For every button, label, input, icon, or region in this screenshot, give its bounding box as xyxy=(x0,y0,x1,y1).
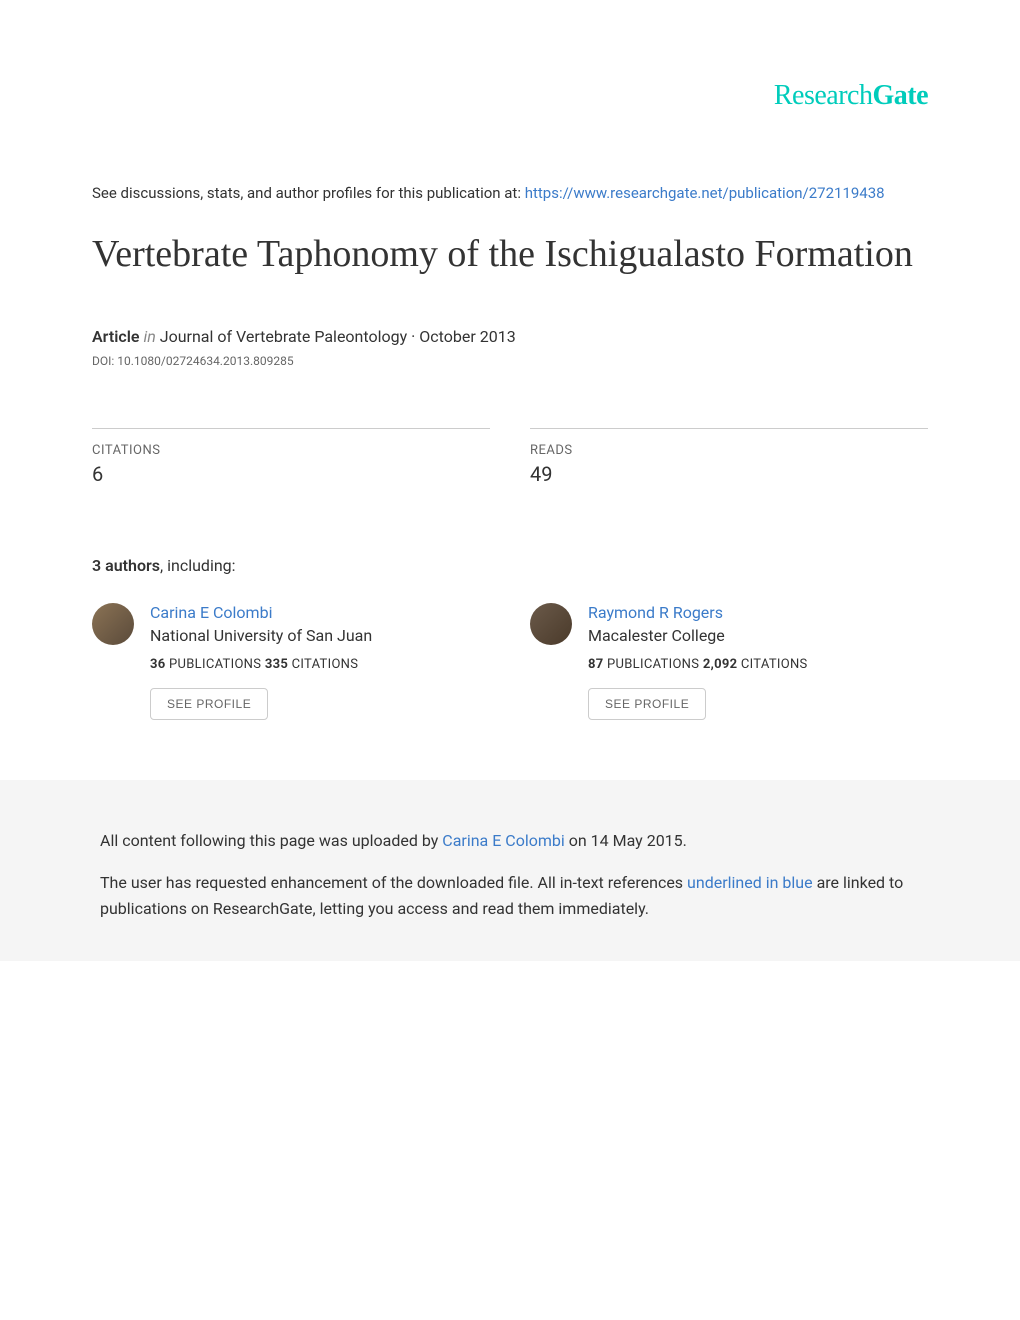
stats-container: CITATIONS 6 READS 49 xyxy=(92,428,928,486)
authors-suffix: , including: xyxy=(160,556,236,575)
author-card: Carina E Colombi National University of … xyxy=(92,603,490,720)
doi-line: DOI: 10.1080/02724634.2013.809285 xyxy=(92,354,928,368)
author-info: Carina E Colombi National University of … xyxy=(150,603,490,720)
author-affiliation: National University of San Juan xyxy=(150,626,490,645)
author-stats: 87 PUBLICATIONS 2,092 CITATIONS xyxy=(588,657,928,672)
publication-meta: Article in Journal of Vertebrate Paleont… xyxy=(92,327,928,346)
citations-label: CITATIONS xyxy=(288,657,358,672)
authors-row: Carina E Colombi National University of … xyxy=(92,603,928,720)
avatar[interactable] xyxy=(92,603,134,645)
see-profile-button[interactable]: SEE PROFILE xyxy=(588,688,706,720)
footer: All content following this page was uplo… xyxy=(0,780,1020,961)
publications-label: PUBLICATIONS xyxy=(604,657,703,672)
publications-count: 87 xyxy=(588,657,604,672)
citations-block: CITATIONS 6 xyxy=(92,428,490,486)
footer-prefix: All content following this page was uplo… xyxy=(100,831,442,850)
publication-in: in xyxy=(143,327,155,346)
logo-part1: Research xyxy=(774,80,873,111)
footer-author-link[interactable]: Carina E Colombi xyxy=(442,831,564,850)
see-profile-button[interactable]: SEE PROFILE xyxy=(150,688,268,720)
citations-label: CITATIONS xyxy=(92,443,490,458)
reads-value: 49 xyxy=(530,462,928,486)
logo[interactable]: ResearchGate xyxy=(92,80,928,112)
citations-count: 335 xyxy=(265,657,288,672)
footer-enhancement-info: The user has requested enhancement of th… xyxy=(100,870,928,921)
footer-suffix: on 14 May 2015. xyxy=(565,831,687,850)
publication-journal: Journal of Vertebrate Paleontology · Oct… xyxy=(156,327,516,346)
main-content: ResearchGate See discussions, stats, and… xyxy=(0,0,1020,780)
publication-url-link[interactable]: https://www.researchgate.net/publication… xyxy=(525,184,885,202)
publications-count: 36 xyxy=(150,657,166,672)
discussion-line: See discussions, stats, and author profi… xyxy=(92,184,928,202)
footer2-prefix: The user has requested enhancement of th… xyxy=(100,873,687,892)
logo-part2: Gate xyxy=(872,80,928,111)
avatar[interactable] xyxy=(530,603,572,645)
publications-label: PUBLICATIONS xyxy=(166,657,265,672)
author-affiliation: Macalester College xyxy=(588,626,928,645)
publication-title: Vertebrate Taphonomy of the Ischigualast… xyxy=(92,230,928,279)
footer-blue-link[interactable]: underlined in blue xyxy=(687,873,813,892)
reads-block: READS 49 xyxy=(530,428,928,486)
reads-label: READS xyxy=(530,443,928,458)
publication-type: Article xyxy=(92,327,139,346)
citations-label: CITATIONS xyxy=(737,657,807,672)
author-name-link[interactable]: Carina E Colombi xyxy=(150,603,490,622)
author-name-link[interactable]: Raymond R Rogers xyxy=(588,603,928,622)
author-card: Raymond R Rogers Macalester College 87 P… xyxy=(530,603,928,720)
author-stats: 36 PUBLICATIONS 335 CITATIONS xyxy=(150,657,490,672)
citations-value: 6 xyxy=(92,462,490,486)
authors-header: 3 authors, including: xyxy=(92,556,928,575)
footer-upload-info: All content following this page was uplo… xyxy=(100,828,928,854)
authors-count: 3 authors xyxy=(92,556,160,575)
citations-count: 2,092 xyxy=(703,657,738,672)
discussion-prefix: See discussions, stats, and author profi… xyxy=(92,184,525,202)
author-info: Raymond R Rogers Macalester College 87 P… xyxy=(588,603,928,720)
